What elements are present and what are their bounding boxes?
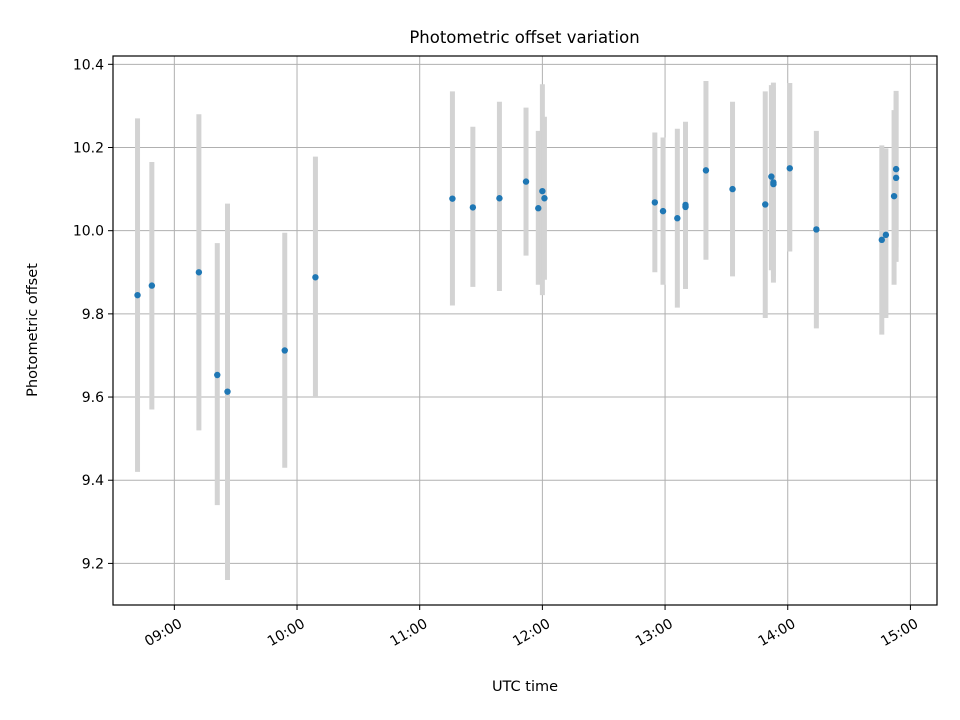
data-point: [729, 185, 736, 193]
data-point: [281, 347, 288, 354]
data-point: [449, 195, 456, 202]
data-point: [813, 226, 820, 233]
data-point: [890, 192, 898, 200]
data-point: [682, 203, 689, 211]
data-point: [882, 231, 890, 239]
data-point: [892, 174, 900, 182]
x-axis-label: UTC time: [492, 679, 558, 695]
data-point: [878, 236, 885, 244]
data-point: [195, 269, 203, 276]
data-point: [659, 207, 667, 215]
data-point: [786, 165, 793, 172]
data-point: [892, 165, 900, 173]
y-tick-label: 9.8: [82, 307, 104, 323]
plot-area-frame: [112, 55, 938, 606]
data-point: [702, 167, 710, 174]
data-point: [539, 187, 546, 195]
y-axis-label: Photometric offset: [25, 263, 41, 397]
chart-title: Photometric offset variation: [409, 28, 639, 47]
data-point: [535, 205, 542, 212]
y-tick-label: 10.4: [73, 57, 104, 73]
y-axis-ticks: 9.2 9.4 9.6 9.8 10.0 10.2 10.4: [73, 57, 113, 572]
data-point: [674, 215, 681, 222]
data-point: [214, 371, 221, 379]
data-point: [770, 179, 777, 186]
data-point: [651, 199, 659, 206]
y-tick-label: 10.0: [73, 224, 104, 240]
y-tick-label: 9.4: [82, 473, 104, 489]
data-point: [762, 201, 769, 208]
data-point: [768, 173, 775, 180]
y-tick-label: 10.2: [73, 141, 104, 157]
data-point: [496, 195, 503, 202]
y-tick-label: 9.2: [82, 556, 104, 572]
data-point: [469, 204, 477, 211]
data-point: [224, 388, 231, 395]
data-points: [134, 165, 900, 395]
data-point: [312, 274, 319, 281]
data-point: [134, 291, 141, 299]
data-point: [541, 195, 548, 202]
data-point: [148, 282, 156, 289]
y-tick-label: 9.6: [82, 390, 104, 406]
data-point: [522, 178, 530, 185]
